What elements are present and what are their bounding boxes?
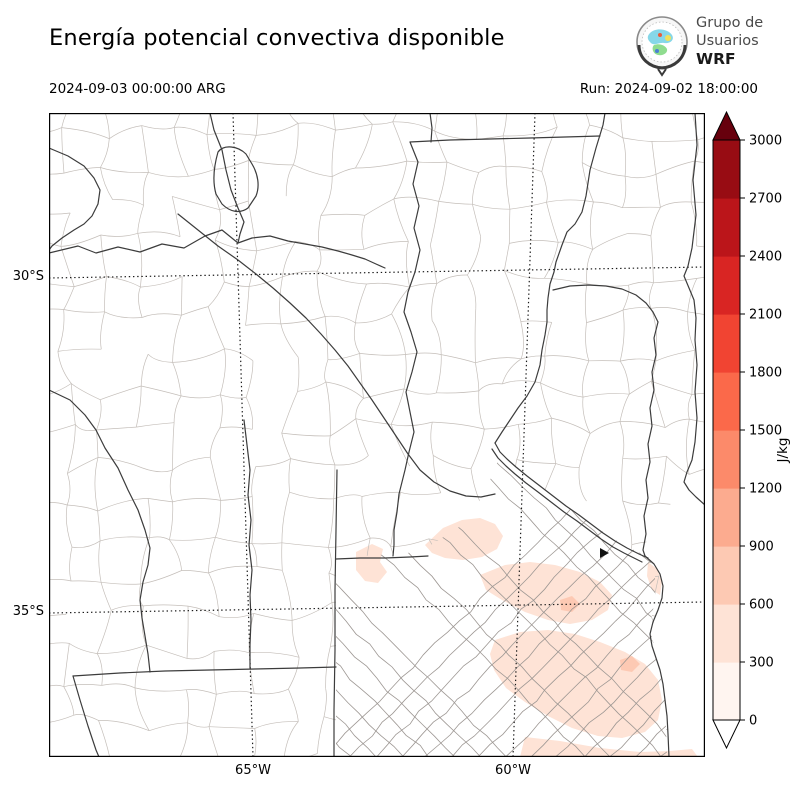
colorbar-segment [713,372,740,431]
cape-patch [520,737,698,757]
colorbar-segment [713,256,740,315]
colorbar-segment [713,546,740,605]
colorbar-segment [713,198,740,257]
colorbar-tick-label: 600 [749,598,774,613]
colorbar-segment [713,604,740,663]
colorbar-segment [713,662,740,721]
colorbar-tick-label: 2100 [749,308,782,323]
page-title: Energía potencial convectiva disponible [49,25,505,51]
logo-laurel-right [661,44,687,70]
cape-patch [490,630,662,738]
lon-label-65w: 65°W [235,763,271,778]
lat-label-35s: 35°S [12,604,44,619]
lat-label-30s: 30°S [12,269,44,284]
colorbar-under-arrow [712,719,741,750]
colorbar-tick-label: 1800 [749,366,782,381]
colorbar-tick-label: 2400 [749,250,782,265]
colorbar-tick-label: 900 [749,540,774,555]
colorbar-tick-label: 300 [749,656,774,671]
wrf-users-group-logo [636,16,688,77]
logo-laurel-left [637,44,663,70]
colorbar-tick-label: 2700 [749,192,782,207]
colorbar-segment [713,488,740,547]
logo-text: Grupo de Usuarios WRF [696,14,763,68]
colorbar: 0 300 600 900 1200 1500 1800 2100 2400 2700 3000 J/… [712,110,791,750]
logo-line1: Grupo de [696,15,764,31]
cape-patch [356,544,387,583]
buenos-aires-city-marker [600,548,609,558]
colorbar-tick-label: 0 [749,714,757,729]
lon-label-60w: 60°W [495,763,531,778]
province-borders [49,113,705,757]
graticule [49,113,705,757]
colorbar-tick-label: 3000 [749,134,782,149]
colorbar-over-arrow [712,110,741,141]
colorbar-unit-label: J/kg [775,438,791,464]
logo-line3-wrf: WRF [696,50,736,68]
run-time-label: Run: 2024-09-02 18:00:00 [579,81,758,97]
cape-map [49,113,705,757]
colorbar-tick-label: 1200 [749,482,782,497]
colorbar-segment [713,140,740,199]
valid-time-label: 2024-09-03 00:00:00 ARG [49,81,226,97]
colorbar-segment [713,430,740,489]
logo-line2: Usuarios [696,33,759,49]
cape-patch [425,518,503,560]
colorbar-segment [713,314,740,373]
map-frame [49,113,705,757]
cape-patch [620,656,640,672]
colorbar-tick-label: 1500 [749,424,782,439]
